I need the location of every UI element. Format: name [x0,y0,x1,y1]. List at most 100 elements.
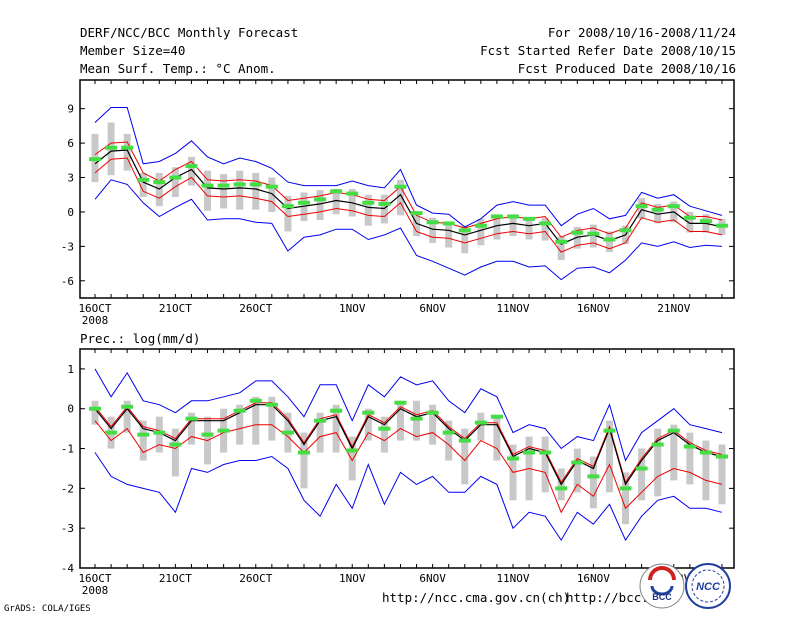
temperature-ensemble-box [204,170,212,211]
precip-panel-title: Prec.: log(mm/d) [80,331,201,346]
precipitation-observed-mark [683,444,696,449]
precipitation-observed-mark [507,456,519,461]
precipitation-ensemble-box [622,472,630,525]
temperature-ensemble-box [493,214,501,240]
temperature-observed-mark [716,223,728,228]
temperature-ensemble-box [284,195,292,232]
precipitation-observed-mark [651,442,664,447]
temperature-xtick-label: 6NOV [419,302,446,315]
temperature-observed-mark [474,223,487,228]
temperature-xtick-label: 21NOV [657,302,690,315]
precipitation-observed-mark [105,430,118,435]
forecast-period-label: For 2008/10/16-2008/11/24 [547,25,736,40]
precipitation-max-line [94,368,723,462]
precipitation-observed-mark [394,400,407,405]
precipitation-observed-mark [330,408,343,413]
temperature-observed-mark [233,182,246,187]
precipitation-ytick-label: 0 [67,403,74,416]
temperature-observed-mark [169,175,182,180]
temperature-xtick-label: 26OCT [239,302,272,315]
chart-title: DERF/NCC/BCC Monthly Forecast [80,25,299,40]
precipitation-observed-mark [587,474,600,479]
precipitation-ensemble-box [493,416,501,461]
precipitation-xtick-label: 21NOV [657,572,690,585]
precipitation-observed-mark [89,406,101,411]
precipitation-observed-mark [523,450,536,455]
precipitation-ensemble-box [348,436,356,481]
temperature-observed-mark [683,215,696,220]
precipitation-observed-mark [667,428,680,433]
temperature-ytick-label: -6 [61,275,74,288]
precipitation-min-line [94,452,723,542]
precipitation-observed-mark [539,450,552,455]
precipitation-ensemble-box [605,420,613,493]
ncc-url[interactable]: http://ncc.cma.gov.cn(ch) [382,590,571,605]
precipitation-ensemble-box [718,444,726,505]
temperature-observed-mark [153,180,166,185]
precipitation-ensemble-box [300,432,308,489]
precipitation-observed-mark [635,466,648,471]
precipitation-ensemble-box [541,436,549,493]
precipitation-ensemble-box [461,428,469,485]
temperature-ensemble-box [541,217,549,241]
precipitation-ensemble-box [91,400,99,425]
temperature-ytick-label: 9 [67,103,74,116]
precipitation-xtick-label: 16NOV [577,572,610,585]
temperature-ensemble-box [171,167,179,198]
variable-label: Mean Surf. Temp.: °C Anom. [80,61,276,76]
precipitation-observed-mark [442,430,455,435]
temperature-min-line [94,179,723,281]
temperature-observed-mark [281,204,294,209]
precipitation-ensemble-box [171,428,179,477]
temperature-observed-mark [667,204,680,209]
temperature-ensemble-box [364,194,372,226]
precipitation-ensemble-box [477,412,485,441]
precipitation-observed-mark [233,408,246,413]
temperature-observed-mark [105,145,118,150]
precipitation-xtick-label: 26OCT [239,572,272,585]
temperature-observed-mark [137,177,150,182]
precipitation-observed-mark [474,420,487,425]
member-size-label: Member Size=40 [80,43,186,58]
temperature-observed-mark [298,200,310,205]
temperature-observed-mark [507,214,519,219]
precipitation-observed-mark [555,486,568,491]
temperature-observed-mark [314,197,327,202]
precipitation-ensemble-box [236,404,244,445]
forecast-start-label: Fcst Started Refer Date 2008/10/15 [480,43,736,58]
precipitation-observed-mark [249,398,262,403]
temperature-max-line [94,107,723,228]
temperature-observed-mark [185,164,198,169]
temperature-observed-mark [121,145,134,150]
temperature-ensemble-box [686,211,694,233]
temperature-ensemble-box [638,198,646,219]
temperature-mean-line [94,149,723,245]
temperature-ensemble-box [605,231,613,253]
temperature-lower-band-line [94,157,723,253]
grads-credit: GrADS: COLA/IGES [4,604,91,614]
precipitation-ensemble-box [429,404,437,445]
temperature-observed-mark [587,231,600,236]
temperature-observed-mark [89,157,101,162]
temperature-upper-band-line [94,141,723,238]
precipitation-observed-mark [716,454,728,459]
temperature-ensemble-box [477,218,485,246]
temperature-observed-mark [265,184,278,189]
temperature-ensemble-box [316,190,324,220]
precipitation-lower-band-line [94,420,723,514]
precipitation-observed-mark [169,442,182,447]
temperature-observed-mark [458,228,471,233]
precipitation-observed-mark [603,428,616,433]
temperature-observed-mark [201,183,214,188]
temperature-observed-mark [410,211,423,216]
precipitation-observed-mark [265,402,278,407]
precipitation-observed-mark [153,430,166,435]
precipitation-observed-mark [281,430,294,435]
temperature-ensemble-box [220,174,228,209]
temperature-year-label: 2008 [82,314,109,327]
bcc-url[interactable]: http://bcc. [566,590,649,605]
precipitation-ensemble-box [670,424,678,481]
temperature-ensemble-box [461,225,469,254]
precipitation-observed-mark [346,448,359,453]
temperature-observed-mark [699,219,712,224]
